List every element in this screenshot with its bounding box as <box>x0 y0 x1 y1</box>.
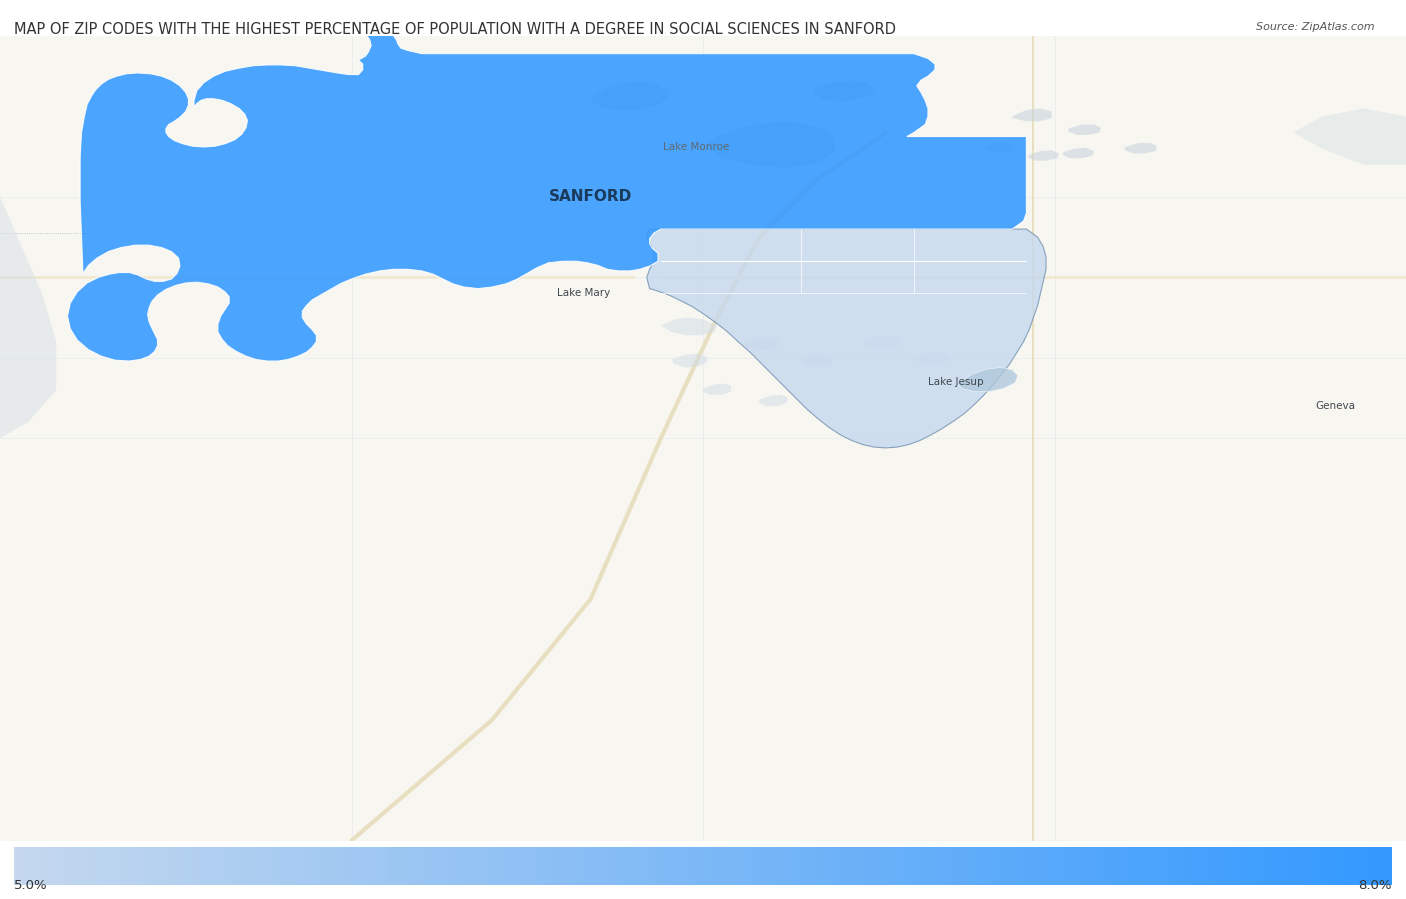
Text: Lake Mary: Lake Mary <box>557 289 610 298</box>
Polygon shape <box>1294 109 1406 165</box>
Polygon shape <box>1069 124 1101 135</box>
Polygon shape <box>647 229 1046 448</box>
Polygon shape <box>672 354 707 368</box>
Text: MAP OF ZIP CODES WITH THE HIGHEST PERCENTAGE OF POPULATION WITH A DEGREE IN SOCI: MAP OF ZIP CODES WITH THE HIGHEST PERCEN… <box>14 22 896 38</box>
Polygon shape <box>0 36 1406 841</box>
Text: SANFORD: SANFORD <box>548 190 633 204</box>
Polygon shape <box>707 121 837 168</box>
Polygon shape <box>591 81 668 111</box>
Text: Source: ZipAtlas.com: Source: ZipAtlas.com <box>1257 22 1375 32</box>
Polygon shape <box>661 317 717 335</box>
Text: 5.0%: 5.0% <box>14 879 48 892</box>
Polygon shape <box>956 368 1018 392</box>
Polygon shape <box>67 28 1026 361</box>
Polygon shape <box>1063 147 1094 158</box>
Polygon shape <box>915 352 948 364</box>
Text: Lake Monroe: Lake Monroe <box>662 142 730 152</box>
Polygon shape <box>813 80 875 102</box>
Text: Lake Jesup: Lake Jesup <box>928 377 984 387</box>
Polygon shape <box>801 354 832 367</box>
Polygon shape <box>1012 109 1052 121</box>
Polygon shape <box>703 384 731 395</box>
Text: 8.0%: 8.0% <box>1358 879 1392 892</box>
Polygon shape <box>1125 143 1157 154</box>
Polygon shape <box>1028 150 1059 161</box>
Polygon shape <box>865 335 900 348</box>
Polygon shape <box>759 395 787 406</box>
Polygon shape <box>0 197 56 439</box>
Text: Geneva: Geneva <box>1316 401 1355 411</box>
Polygon shape <box>745 337 779 351</box>
Polygon shape <box>984 143 1012 153</box>
